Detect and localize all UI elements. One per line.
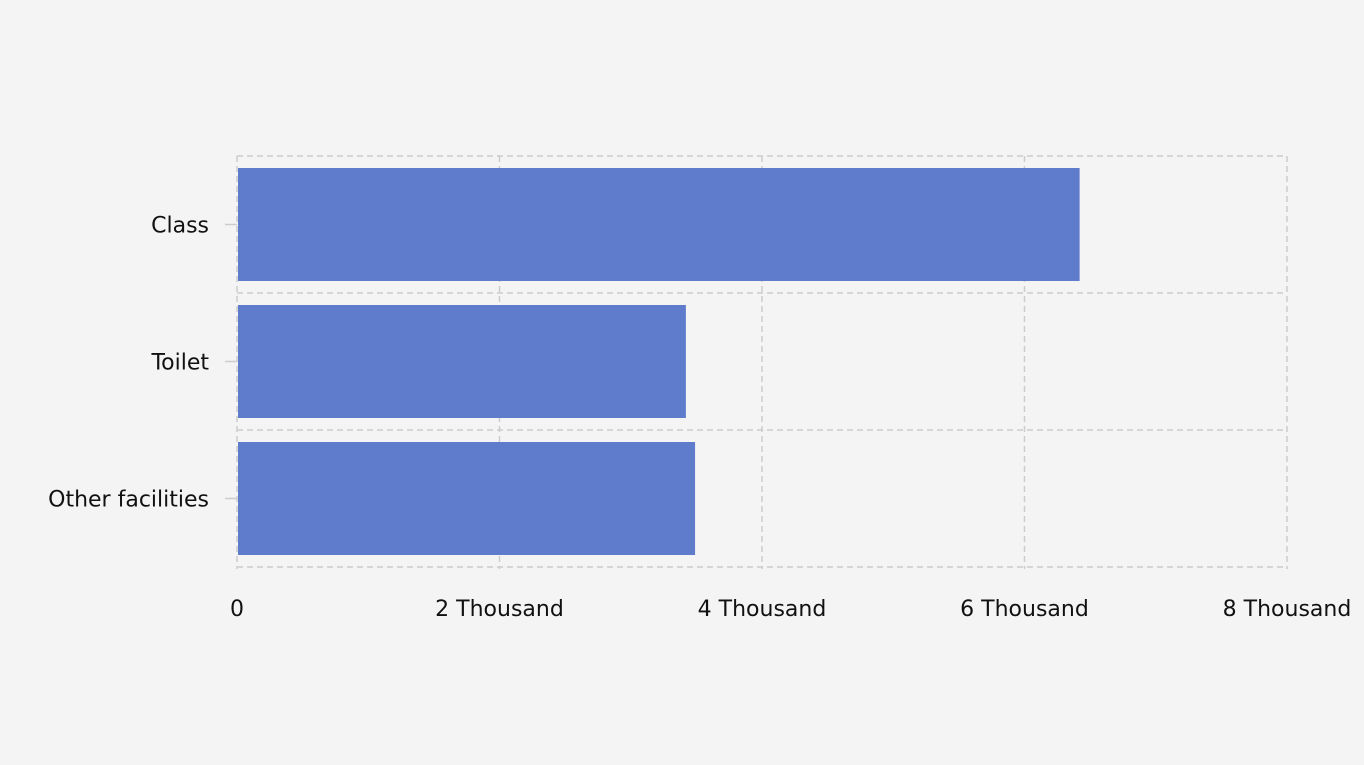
x-tick-label-2: 4 Thousand [698, 597, 827, 622]
y-tick-label-class: Class [151, 214, 209, 239]
y-tick-label-other-facilities: Other facilities [48, 488, 209, 513]
bars [238, 168, 1080, 555]
y-axis: Class Toilet Other facilities [48, 214, 237, 513]
x-axis: 0 2 Thousand 4 Thousand 6 Thousand 8 Thousan… [230, 567, 1351, 622]
y-tick-label-toilet: Toilet [150, 351, 209, 376]
x-tick-label-1: 2 Thousand [435, 597, 564, 622]
bar-class[interactable] [238, 168, 1080, 281]
x-tick-label-3: 6 Thousand [960, 597, 1089, 622]
x-tick-label-0: 0 [230, 597, 244, 622]
bar-toilet[interactable] [238, 305, 686, 418]
x-tick-label-4: 8 Thousand [1223, 597, 1352, 622]
bar-other-facilities[interactable] [238, 442, 696, 555]
